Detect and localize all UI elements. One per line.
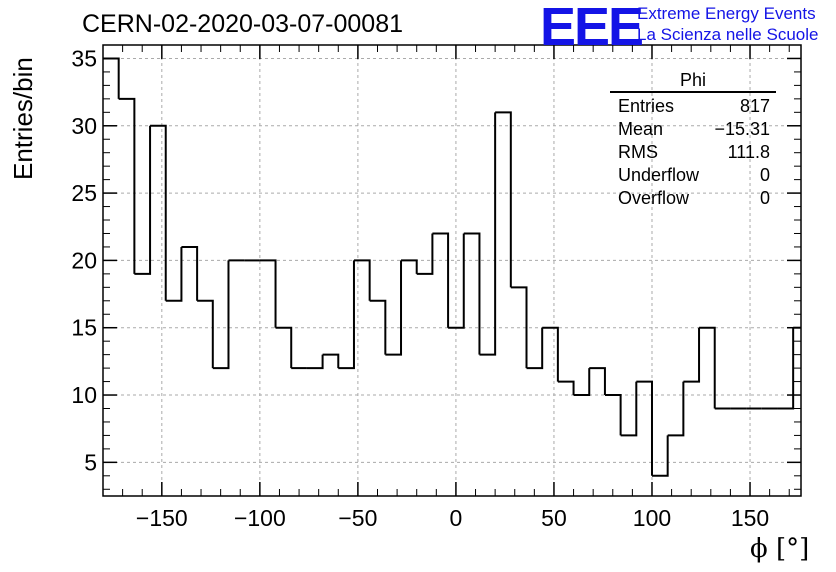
y-tick-label: 25 <box>71 180 97 206</box>
histogram-bin <box>118 97 136 274</box>
stats-row-overflow: Overflow 0 <box>610 187 776 210</box>
histogram-bin <box>777 327 795 410</box>
stats-label: Overflow <box>618 188 690 208</box>
histogram-bin <box>604 394 622 436</box>
histogram-bin <box>338 260 355 370</box>
stats-value: −15.31 <box>714 119 770 139</box>
histogram-bin <box>432 232 450 328</box>
histogram-bin <box>385 260 403 356</box>
histogram-bin <box>448 233 465 329</box>
histogram-bin <box>322 353 340 369</box>
x-tick-label: −100 <box>234 505 286 531</box>
histogram-bin <box>557 380 575 396</box>
stats-value: 111.8 <box>727 142 770 162</box>
y-tick-label: 5 <box>84 449 97 475</box>
stats-row-rms: RMS 111.8 <box>610 141 776 164</box>
y-tick-label: 10 <box>71 382 97 408</box>
histogram-bin <box>181 245 199 301</box>
x-tick-label: 100 <box>633 505 671 531</box>
stats-box: Phi Entries 817 Mean −15.31 RMS 111.8 Un… <box>610 70 776 210</box>
histogram-bin <box>620 381 638 437</box>
histogram-bin <box>573 368 591 397</box>
logo-subtitle-line1: Extreme Energy Events <box>637 4 816 23</box>
histogram-bin <box>636 380 653 476</box>
y-tick-label: 35 <box>71 45 97 71</box>
histogram-bin <box>197 299 214 369</box>
x-axis-label: ϕ [°] <box>750 534 810 564</box>
histogram-bin <box>667 381 685 437</box>
y-axis-label: Entries/bin <box>8 57 38 180</box>
histogram-bin <box>526 327 544 370</box>
histogram-bin <box>510 286 528 369</box>
histogram-bin <box>495 111 512 288</box>
histogram-bin <box>259 259 277 328</box>
stats-row-mean: Mean −15.31 <box>610 118 776 141</box>
histogram-bin <box>134 125 152 275</box>
histogram-bin <box>416 233 434 275</box>
tick-label-layer: −150 −100 −50 0 50 100 150 5 10 15 20 25 30 35 <box>71 45 769 531</box>
stats-label: RMS <box>618 142 658 162</box>
histogram-bin <box>165 246 183 302</box>
y-tick-label: 20 <box>71 247 97 273</box>
stats-title: Phi <box>610 70 776 93</box>
y-tick-label: 30 <box>71 113 97 139</box>
data-layer <box>103 57 801 477</box>
histogram-bin <box>353 259 371 301</box>
histogram-bin <box>479 112 497 356</box>
histogram-bin <box>683 327 701 383</box>
histogram-bin <box>306 354 324 370</box>
page-title: CERN-02-2020-03-07-00081 <box>82 10 404 38</box>
histogram-bin <box>150 124 167 301</box>
x-tick-label: −50 <box>338 505 377 531</box>
histogram-bin <box>542 326 559 382</box>
histogram-bin <box>463 232 481 355</box>
stats-row-underflow: Underflow 0 <box>610 164 776 187</box>
y-tick-label: 15 <box>71 315 97 341</box>
histogram-bin <box>699 326 716 409</box>
histogram-bin <box>401 259 418 274</box>
logo-subtitle-line2: La Scienza nelle Scuole <box>637 25 819 44</box>
x-tick-label: −150 <box>136 505 188 531</box>
x-tick-label: 150 <box>731 505 769 531</box>
stats-row-entries: Entries 817 <box>610 95 776 118</box>
axis-layer <box>102 44 802 497</box>
histogram-bin <box>651 435 669 477</box>
histogram-bin <box>369 299 387 355</box>
stats-value: 817 <box>739 96 770 116</box>
histogram-bin <box>589 367 606 396</box>
eee-logo: EEE <box>540 0 644 57</box>
histogram-bin <box>212 260 230 370</box>
x-tick-label: 50 <box>541 505 567 531</box>
histogram-bin <box>275 326 293 369</box>
stats-value: 0 <box>759 165 770 185</box>
x-tick-label: 0 <box>450 505 463 531</box>
histogram-bin <box>103 57 120 99</box>
plot-frame <box>102 44 802 497</box>
stats-value: 0 <box>759 188 770 208</box>
stats-label: Mean <box>618 119 664 139</box>
stats-label: Entries <box>618 96 675 116</box>
stats-label: Underflow <box>618 165 700 185</box>
